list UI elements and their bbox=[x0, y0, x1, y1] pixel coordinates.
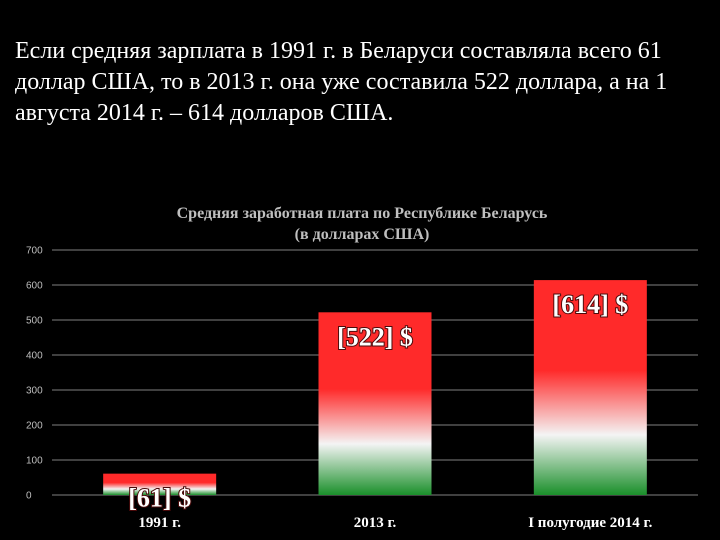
data-labels: [61] $ [522] $ [614] $ bbox=[127, 289, 629, 514]
y-tick-label: 100 bbox=[26, 456, 43, 467]
y-tick-label: 200 bbox=[26, 421, 43, 432]
intro-text: Если средняя зарплата в 1991 г. в Белару… bbox=[15, 38, 668, 126]
data-label: [614] $ bbox=[552, 290, 628, 319]
y-tick-label: 700 bbox=[26, 246, 43, 257]
x-tick-label: I полугодие 2014 г. bbox=[528, 515, 652, 531]
x-axis: 1991 г. 2013 г. I полугодие 2014 г. bbox=[138, 515, 652, 531]
y-tick-label: 0 bbox=[26, 491, 32, 502]
bar bbox=[533, 280, 647, 495]
bar bbox=[103, 473, 217, 495]
y-axis: 0 100 200 300 400 500 600 700 bbox=[26, 246, 43, 502]
x-tick-label: 1991 г. bbox=[138, 515, 181, 531]
y-tick-label: 600 bbox=[26, 281, 43, 292]
chart-subtitle: (в долларах США) bbox=[295, 226, 430, 243]
y-tick-label: 400 bbox=[26, 351, 43, 362]
bar bbox=[318, 312, 432, 495]
bars bbox=[103, 280, 647, 495]
y-tick-label: 300 bbox=[26, 386, 43, 397]
x-tick-label: 2013 г. bbox=[354, 515, 397, 531]
chart-title: Средняя заработная плата по Республике Б… bbox=[177, 205, 548, 222]
y-tick-label: 500 bbox=[26, 316, 43, 327]
data-label: [61] $ bbox=[128, 484, 191, 513]
data-label: [522] $ bbox=[337, 322, 413, 351]
